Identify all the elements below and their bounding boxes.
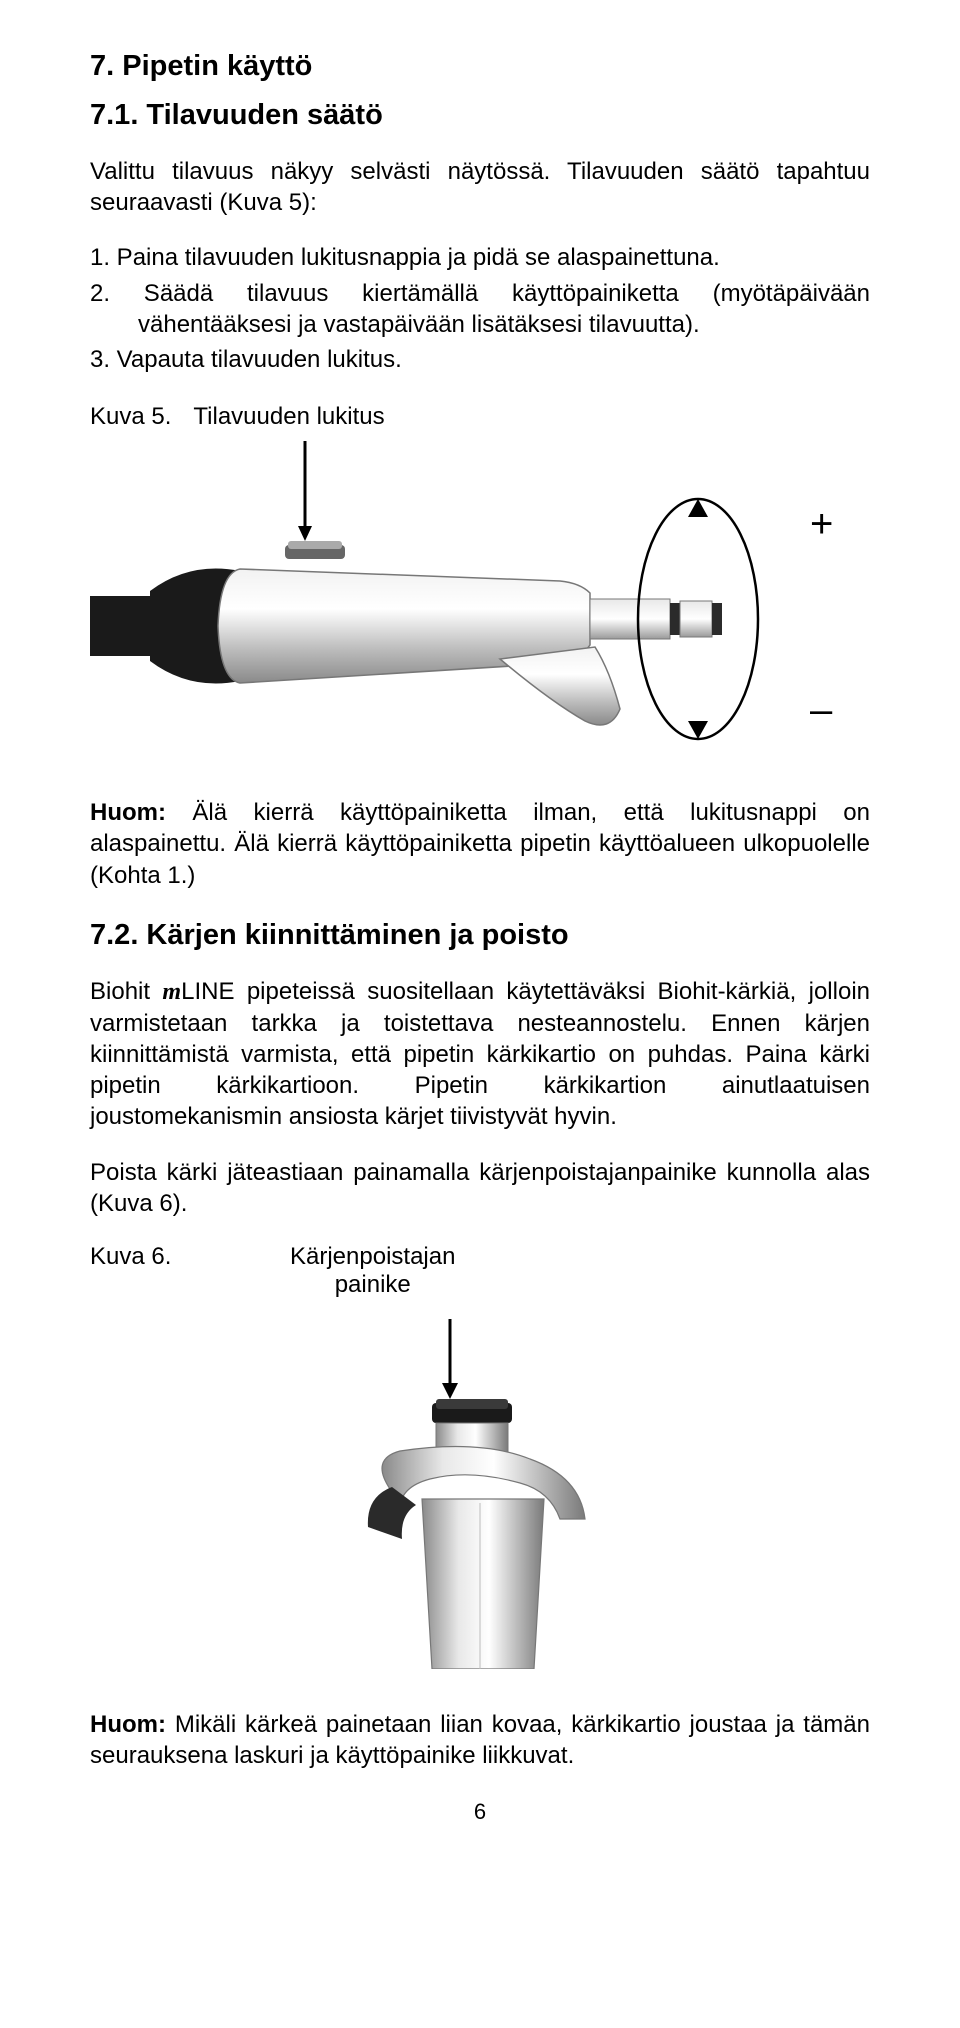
minus-symbol: – xyxy=(810,688,833,732)
figure-6 xyxy=(90,1319,870,1669)
page-number: 6 xyxy=(90,1799,870,1825)
para-7-2-b: Poista kärki jäteastiaan painamalla kärj… xyxy=(90,1157,870,1219)
note-2-label: Huom: xyxy=(90,1711,166,1738)
heading-7: 7. Pipetin käyttö xyxy=(90,50,870,83)
step-1: 1. Paina tilavuuden lukitusnappia ja pid… xyxy=(90,242,870,273)
steps-list: 1. Paina tilavuuden lukitusnappia ja pid… xyxy=(90,242,870,375)
fig5-label-row: Kuva 5. Tilavuuden lukitus xyxy=(90,403,870,431)
fig6-caption-2: painike xyxy=(290,1271,455,1299)
fig5-caption: Tilavuuden lukitus xyxy=(193,403,384,430)
document-page: 7. Pipetin käyttö 7.1. Tilavuuden säätö … xyxy=(0,0,960,1865)
note-1-label: Huom: xyxy=(90,799,166,826)
fig6-kuva-label: Kuva 6. xyxy=(90,1243,250,1271)
figure-5: + – xyxy=(90,441,870,761)
note-2-text: Mikäli kärkeä painetaan liian kovaa, kär… xyxy=(90,1711,870,1769)
step-3: 3. Vapauta tilavuuden lukitus. xyxy=(90,344,870,375)
note-1-text: Älä kierrä käyttöpainiketta ilman, että … xyxy=(90,799,870,888)
para-7-2-a: Biohit mLINE pipeteissä suositellaan käy… xyxy=(90,976,870,1133)
heading-7-1: 7.1. Tilavuuden säätö xyxy=(90,99,870,132)
fig6-label-row: Kuva 6. Kärjenpoistajan painike xyxy=(90,1243,870,1299)
step-2: 2. Säädä tilavuus kiertämällä käyttöpain… xyxy=(90,278,870,340)
heading-7-2: 7.2. Kärjen kiinnittäminen ja poisto xyxy=(90,919,870,952)
mline-m: m xyxy=(162,979,181,1005)
fig5-kuva-label: Kuva 5. xyxy=(90,403,171,430)
fig6-caption-1: Kärjenpoistajan xyxy=(290,1243,455,1271)
intro-paragraph: Valittu tilavuus näkyy selvästi näytössä… xyxy=(90,156,870,218)
plus-symbol: + xyxy=(810,502,833,546)
note-2: Huom: Mikäli kärkeä painetaan liian kova… xyxy=(90,1709,870,1771)
note-1: Huom: Älä kierrä käyttöpainiketta ilman,… xyxy=(90,797,870,891)
